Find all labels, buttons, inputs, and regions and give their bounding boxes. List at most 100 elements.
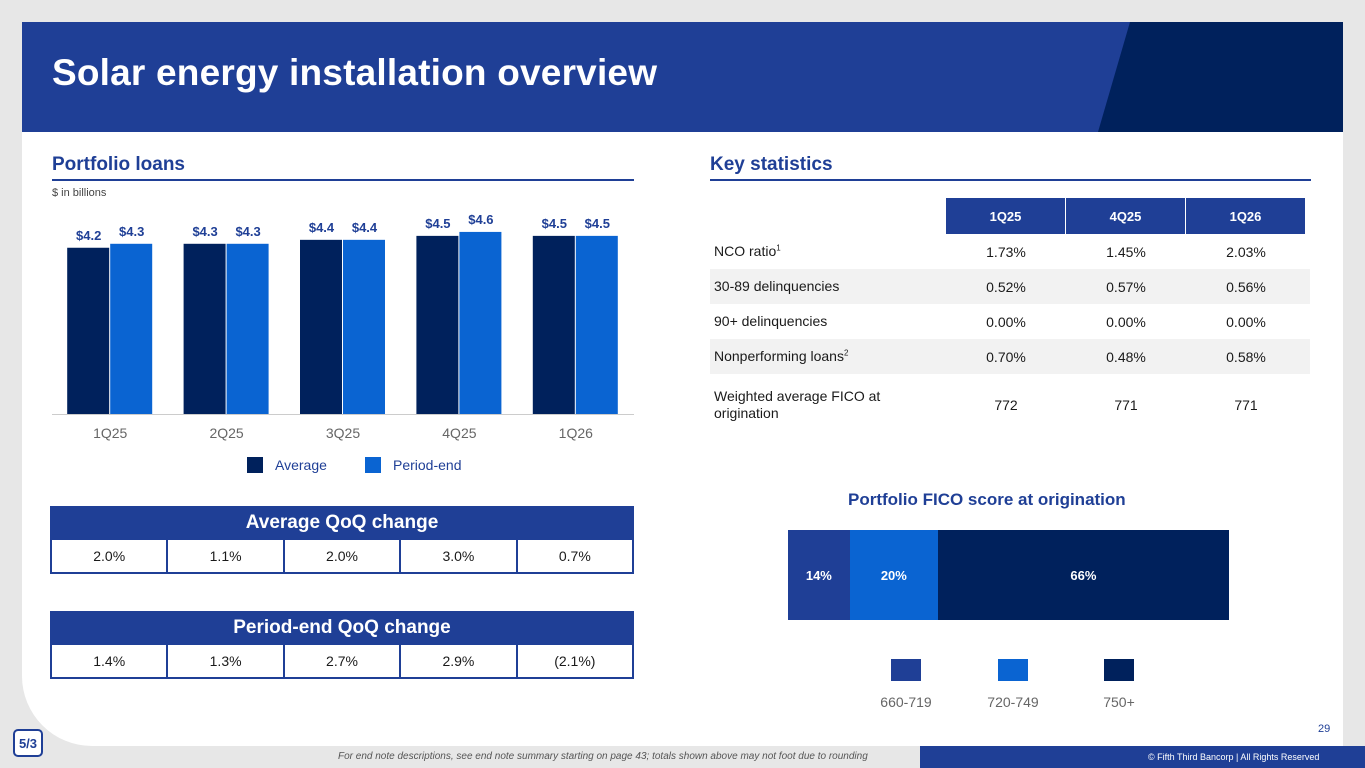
fico-legend-swatch (1104, 659, 1134, 681)
footer-bar (920, 746, 1365, 768)
legend-average-label: Average (275, 457, 327, 473)
fico-chart-title: Portfolio FICO score at origination (848, 490, 1126, 509)
stats-row-label: NCO ratio1 (714, 243, 781, 259)
stats-cell: 772 (994, 397, 1018, 413)
stats-cell: 0.52% (986, 278, 1026, 295)
fifth-third-logo: 5/3 (13, 729, 43, 757)
period-end-qoq-row: 1.4% 1.3% 2.7% 2.9% (2.1%) (50, 645, 634, 679)
stats-column-header: 4Q25 (1066, 198, 1185, 234)
stats-cell: 0.58% (1226, 348, 1266, 365)
legend-period-end: Period-end (365, 457, 462, 473)
units-note: $ in billions (52, 187, 107, 199)
stats-cell: 0.70% (986, 348, 1026, 365)
bar-period-end (575, 235, 618, 414)
bar-average (416, 235, 459, 414)
stats-row-label: 30-89 delinquencies (714, 278, 840, 294)
average-qoq-table: Average QoQ change 2.0% 1.1% 2.0% 3.0% 0… (50, 506, 634, 574)
bar-data-label: $4.3 (119, 224, 144, 239)
stats-cell: 0.00% (986, 313, 1026, 330)
period-end-qoq-cell: (2.1%) (554, 653, 596, 669)
stats-cell: 771 (1114, 397, 1138, 413)
footnote: For end note descriptions, see end note … (338, 751, 868, 762)
x-tick-label: 1Q26 (559, 425, 593, 441)
bar-average (67, 247, 110, 414)
table-row: NCO ratio1 1.73% 1.45% 2.03% (710, 234, 1310, 269)
bar-data-label: $4.4 (352, 220, 378, 235)
fico-legend-swatch (998, 659, 1028, 681)
stats-cell: 0.00% (1106, 313, 1146, 330)
bar-data-label: $4.3 (235, 224, 260, 239)
stats-cell: 0.57% (1106, 278, 1146, 295)
stats-row-label: 90+ delinquencies (714, 313, 828, 329)
stats-cell: 771 (1234, 397, 1258, 413)
fico-segment-750+: 66% (937, 530, 1229, 620)
bar-data-label: $4.5 (425, 216, 450, 231)
stats-cell: 0.48% (1106, 348, 1146, 365)
bar-data-label: $4.6 (468, 212, 493, 227)
fico-legend-label: 720-749 (987, 694, 1039, 710)
header-band: Solar energy installation overview (22, 22, 1343, 132)
period-end-qoq-cell: 2.9% (401, 645, 518, 677)
fico-legend-label: 750+ (1103, 694, 1135, 710)
bar-data-label: $4.2 (76, 228, 101, 243)
bar-average (183, 243, 226, 414)
average-qoq-row: 2.0% 1.1% 2.0% 3.0% 0.7% (50, 540, 634, 574)
fico-segment-720-749: 20% (849, 530, 938, 620)
bar-data-label: $4.5 (585, 216, 610, 231)
stats-column-header: 1Q25 (946, 198, 1065, 234)
stats-cell: 2.03% (1226, 243, 1266, 260)
average-qoq-cell: 2.0% (285, 540, 402, 572)
table-row: 30-89 delinquencies 0.52% 0.57% 0.56% (710, 269, 1310, 304)
x-tick-label: 1Q25 (93, 425, 127, 441)
page-number: 29 (1318, 723, 1331, 735)
bar-data-label: $4.5 (542, 216, 567, 231)
key-statistics-heading: Key statistics (710, 154, 833, 175)
fico-stacked-bar: 14% 20% 66% (788, 530, 1229, 620)
portfolio-rule (52, 179, 634, 181)
fico-legend-item: 660-719 (866, 659, 946, 710)
stats-row-label: Weighted average FICO at origination (714, 388, 881, 421)
bar-period-end (110, 243, 153, 414)
average-qoq-cell: 1.1% (168, 540, 285, 572)
x-tick-label: 4Q25 (442, 425, 476, 441)
period-end-qoq-cell: 1.3% (168, 645, 285, 677)
bar-data-label: $4.3 (192, 224, 217, 239)
page-title: Solar energy installation overview (52, 52, 658, 93)
portfolio-heading: Portfolio loans (52, 154, 185, 175)
fico-legend-swatch (891, 659, 921, 681)
period-end-qoq-table: Period-end QoQ change 1.4% 1.3% 2.7% 2.9… (50, 611, 634, 679)
table-row: Nonperforming loans2 0.70% 0.48% 0.58% (710, 339, 1310, 374)
stats-row-label: Nonperforming loans2 (714, 348, 849, 364)
fico-legend-label: 660-719 (880, 694, 932, 710)
portfolio-bar-chart: $4.2 $4.3 1Q25 $4.3 $4.3 2Q25 $4.4 $4.4 3Q25 $4.5… (52, 212, 634, 441)
fico-legend-item: 750+ (1079, 659, 1159, 710)
bar-average (300, 239, 342, 414)
period-end-qoq-title: Period-end QoQ change (50, 611, 634, 645)
average-qoq-cell: 3.0% (401, 540, 518, 572)
x-tick-label: 2Q25 (209, 425, 243, 441)
header-accent (1098, 22, 1343, 132)
stats-header-row: 1Q25 4Q25 1Q26 (710, 198, 1310, 234)
copyright: © Fifth Third Bancorp | All Rights Reser… (1148, 752, 1320, 762)
legend-average-swatch (247, 457, 263, 473)
bar-period-end (343, 239, 385, 414)
period-end-qoq-cell: 1.4% (52, 645, 169, 677)
legend-period-end-label: Period-end (393, 457, 462, 473)
fico-legend-item: 720-749 (973, 659, 1053, 710)
table-row: Weighted average FICO at origination 772… (710, 374, 1310, 436)
stats-cell: 0.56% (1226, 278, 1266, 295)
period-end-qoq-cell: 2.7% (285, 645, 402, 677)
average-qoq-title: Average QoQ change (50, 506, 634, 540)
stats-cell: 1.45% (1106, 243, 1146, 260)
table-row: 90+ delinquencies 0.00% 0.00% 0.00% (710, 304, 1310, 339)
stats-cell: 1.73% (986, 243, 1026, 260)
bar-period-end (226, 243, 269, 414)
bar-average (532, 235, 575, 414)
bar-period-end (459, 231, 502, 414)
stats-column-header: 1Q26 (1186, 198, 1305, 234)
average-qoq-cell: 0.7% (558, 548, 591, 564)
bar-data-label: $4.4 (309, 220, 335, 235)
average-qoq-cell: 2.0% (52, 540, 169, 572)
key-statistics-table: 1Q25 4Q25 1Q26 NCO ratio1 1.73% 1.45% 2.… (710, 198, 1310, 436)
key-statistics-rule (710, 179, 1311, 181)
